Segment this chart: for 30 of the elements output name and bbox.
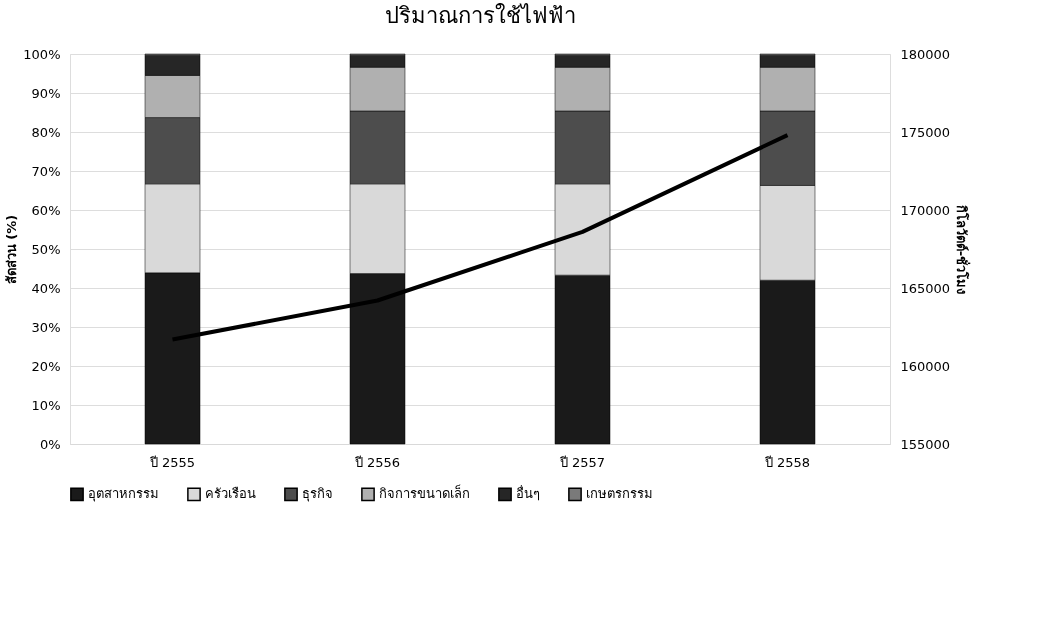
x-tick-label: ปี 2557 (558, 454, 606, 470)
legend-label: กิจการขนาดเล็ก (379, 484, 470, 502)
y2-tick-label: 165000 (900, 280, 951, 296)
y-tick-label: 60% (31, 202, 61, 218)
y-axis-title: สัดส่วน (%) (4, 214, 20, 285)
y2-tick-label: 175000 (900, 124, 951, 140)
x-tick-label: ปี 2558 (763, 454, 811, 470)
legend-label: เกษตรกรรม (586, 486, 653, 502)
y-tick-label: 30% (31, 319, 61, 335)
x-tick-label: ปี 2556 (353, 454, 401, 470)
y-tick-label: 50% (31, 241, 61, 257)
y-tick-label: 40% (31, 280, 61, 296)
y2-tick-label: 155000 (900, 436, 951, 452)
y-tick-label: 10% (31, 397, 61, 413)
legend-label: ครัวเรือน (205, 486, 256, 502)
legend-label: ธุรกิจ (302, 486, 333, 503)
chart-title: ปริมาณการใช้ไฟฟ้า (384, 3, 576, 28)
legend-label: อื่นๆ (516, 485, 540, 502)
y-tick-label: 20% (31, 358, 61, 374)
y-tick-label: 70% (31, 163, 61, 179)
y2-tick-label: 180000 (900, 46, 951, 62)
y-tick-label: 80% (31, 124, 61, 140)
y2-tick-label: 170000 (900, 202, 951, 218)
y-tick-label: 90% (31, 85, 61, 101)
legend-label: อุตสาหกรรม (88, 486, 159, 503)
y2-tick-label: 160000 (900, 358, 951, 374)
x-tick-label: ปี 2555 (148, 454, 196, 470)
y2-axis-title: กิโลวัตต์-ชั่วโมง (954, 204, 972, 295)
y-tick-label: 0% (39, 436, 61, 452)
y-tick-label: 100% (23, 46, 61, 62)
